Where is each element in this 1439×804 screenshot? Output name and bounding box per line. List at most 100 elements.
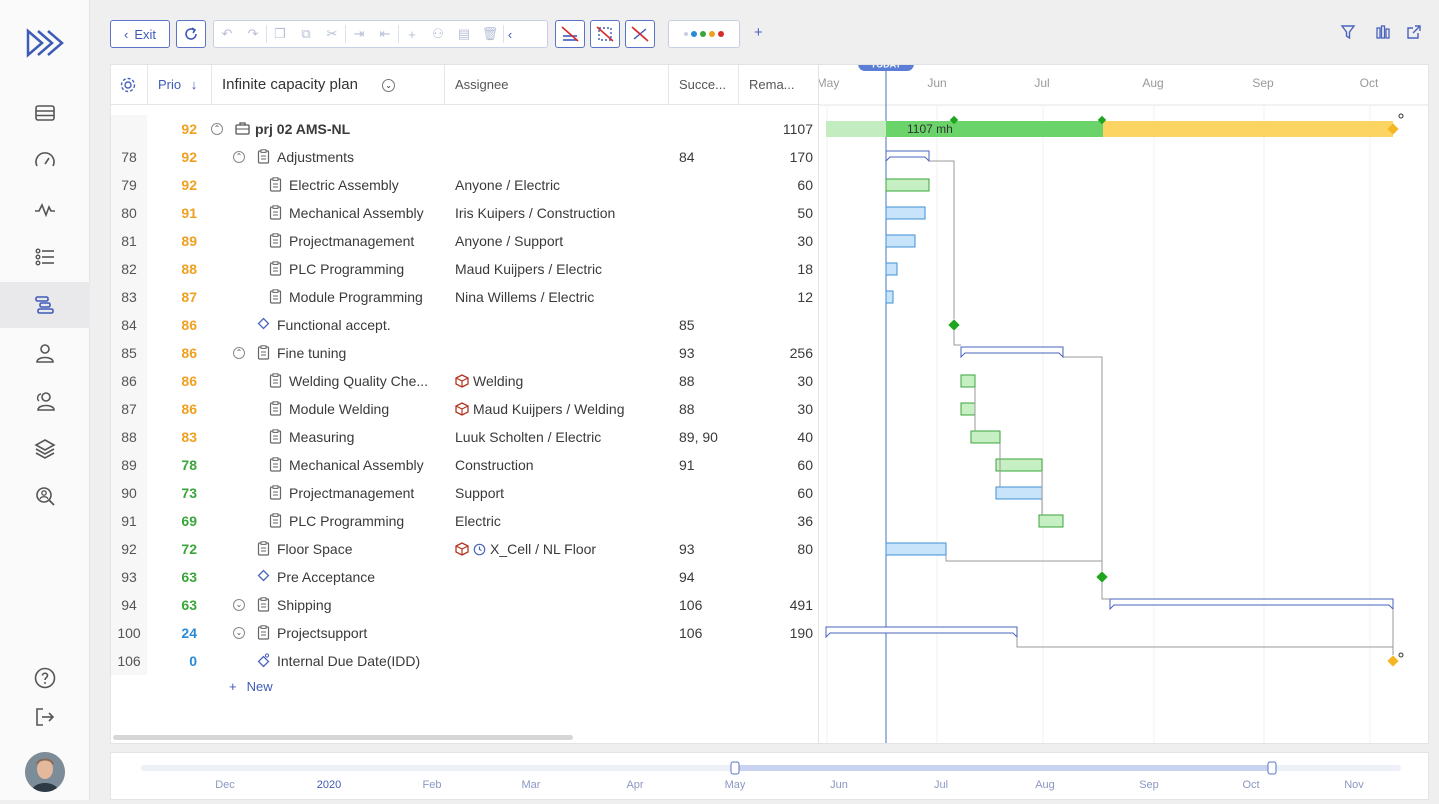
remaining-column-header[interactable]: Rema... [738, 65, 818, 105]
plan-column-header[interactable]: Infinite capacity plan ⌄ [211, 65, 443, 105]
collapse-toggle-icon[interactable]: ⌃ [233, 151, 245, 163]
timeline-handle-right[interactable] [1267, 761, 1277, 775]
task-name[interactable]: Projectsupport [277, 625, 368, 641]
task-name[interactable]: Floor Space [277, 541, 353, 557]
task-name[interactable]: Adjustments [277, 149, 355, 165]
milestone-diamond-icon[interactable] [1387, 655, 1399, 667]
nav-search-user[interactable] [0, 474, 90, 520]
task-name[interactable]: Mechanical Assembly [289, 205, 424, 221]
table-row[interactable]: 89 78 Mechanical Assembly Construction 91 60 [111, 451, 818, 479]
assignee-cell[interactable]: Maud Kuijpers / Electric [455, 255, 665, 283]
table-row[interactable]: 90 73 Projectmanagement Support 60 [111, 479, 818, 507]
hide-dependencies-button[interactable] [590, 20, 620, 48]
task-bar[interactable] [995, 486, 1043, 500]
task-name[interactable]: Welding Quality Che... [289, 373, 429, 389]
delete-icon[interactable]: 🗑 [481, 26, 499, 41]
task-name[interactable]: Pre Acceptance [277, 569, 376, 585]
assignee-cell[interactable]: Construction [455, 451, 665, 479]
task-name[interactable]: Internal Due Date(IDD) [277, 653, 421, 669]
nav-tasks[interactable] [0, 234, 90, 280]
task-name[interactable]: Module Programming [289, 289, 423, 305]
assignee-column-header[interactable]: Assignee [444, 65, 668, 105]
columns-button[interactable] [1375, 24, 1391, 44]
task-name[interactable]: Mechanical Assembly [289, 457, 424, 473]
task-bar[interactable] [1038, 514, 1064, 528]
assignee-cell[interactable]: Support [455, 479, 665, 507]
nav-gantt[interactable] [0, 282, 90, 328]
undo-icon[interactable]: ↶ [221, 26, 233, 41]
exit-button[interactable]: ‹ Exit [110, 20, 170, 48]
user-avatar[interactable] [25, 752, 65, 792]
assignee-cell[interactable]: Anyone / Electric [455, 171, 665, 199]
table-row[interactable]: 82 88 PLC Programming Maud Kuijpers / Elect… [111, 255, 818, 283]
collapse-toolbar-icon[interactable]: ‹ [507, 26, 513, 42]
task-bar[interactable] [885, 542, 947, 556]
timeline-selection[interactable] [735, 765, 1272, 771]
successors-column-header[interactable]: Succe... [668, 65, 738, 105]
hide-critical-button[interactable] [555, 20, 585, 48]
task-name[interactable]: Projectmanagement [289, 233, 415, 249]
timeline-handle-left[interactable] [730, 761, 740, 775]
collapse-toggle-icon[interactable]: ⌃ [233, 347, 245, 359]
task-bar[interactable] [885, 178, 930, 192]
table-row[interactable]: 84 86 Functional accept. 85 [111, 311, 818, 339]
chevron-down-icon[interactable]: ⌄ [382, 78, 396, 92]
table-row[interactable]: 92 ⌃ prj 02 AMS-NL 1107 [111, 115, 818, 143]
assignee-cell[interactable]: X_Cell / NL Floor [455, 535, 665, 565]
table-row[interactable]: 106 0 Internal Due Date(IDD) [111, 647, 818, 675]
table-row[interactable]: 100 24 ⌄ Projectsupport 106 190 [111, 619, 818, 647]
table-row[interactable]: 94 63 ⌄ Shipping 106 491 [111, 591, 818, 619]
table-row[interactable]: 87 86 Module Welding Maud Kuijpers / Weldin… [111, 395, 818, 423]
add-user-icon[interactable]: ⚇ [432, 26, 444, 41]
task-bar[interactable] [960, 402, 976, 416]
group-bracket[interactable] [825, 626, 1018, 639]
task-name[interactable]: Projectmanagement [289, 485, 415, 501]
assignee-cell[interactable]: Iris Kuipers / Construction [455, 199, 665, 227]
task-bar[interactable] [885, 290, 894, 304]
indent-icon[interactable]: ⇥ [353, 26, 365, 41]
collapse-toggle-icon[interactable]: ⌃ [211, 123, 223, 135]
redo-icon[interactable]: ↷ [247, 26, 259, 41]
copy-icon[interactable]: ❐ [274, 26, 286, 41]
task-name[interactable]: PLC Programming [289, 261, 405, 277]
task-name[interactable]: prj 02 AMS-NL [255, 121, 351, 137]
milestone-diamond-icon[interactable] [948, 319, 960, 331]
outdent-icon[interactable]: ⇤ [379, 26, 391, 41]
settings-button[interactable] [119, 65, 139, 105]
assignee-cell[interactable]: Anyone / Support [455, 227, 665, 255]
task-name[interactable]: Module Welding [289, 401, 390, 417]
hide-links-button[interactable] [625, 20, 655, 48]
refresh-button[interactable] [176, 20, 206, 48]
nav-user[interactable] [0, 330, 90, 376]
table-row[interactable]: 83 87 Module Programming Nina Willems / Ele… [111, 283, 818, 311]
task-name[interactable]: Shipping [277, 597, 332, 613]
task-bar[interactable] [995, 458, 1043, 472]
nav-activity[interactable] [0, 186, 90, 232]
table-row[interactable]: 80 91 Mechanical Assembly Iris Kuipers / Co… [111, 199, 818, 227]
table-row[interactable]: 78 92 ⌃ Adjustments 84 170 [111, 143, 818, 171]
table-row[interactable]: 91 69 PLC Programming Electric 36 [111, 507, 818, 535]
task-bar[interactable] [885, 262, 898, 276]
nav-logout[interactable] [0, 694, 90, 740]
table-row[interactable]: 88 83 Measuring Luuk Scholten / Electric 89,… [111, 423, 818, 451]
expand-toggle-icon[interactable]: ⌄ [233, 627, 245, 639]
summary-bar-remaining[interactable] [1103, 121, 1393, 137]
task-name[interactable]: PLC Programming [289, 513, 405, 529]
group-bracket[interactable] [885, 150, 930, 163]
table-row[interactable]: 85 86 ⌃ Fine tuning 93 256 [111, 339, 818, 367]
new-task-button[interactable]: + New [229, 679, 273, 694]
expand-toggle-icon[interactable]: ⌄ [233, 599, 245, 611]
assignee-cell[interactable]: Welding [455, 367, 665, 397]
assignee-cell[interactable]: Maud Kuijpers / Welding [455, 395, 665, 425]
task-name[interactable]: Electric Assembly [289, 177, 399, 193]
task-name[interactable]: Fine tuning [277, 345, 347, 361]
duplicate-icon[interactable]: ⧉ [301, 26, 311, 41]
horizontal-scrollbar[interactable] [113, 735, 573, 740]
summary-bar-progress[interactable] [886, 121, 1103, 137]
task-bar[interactable] [885, 234, 916, 248]
nav-layers[interactable] [0, 426, 90, 472]
task-name[interactable]: Measuring [289, 429, 355, 445]
add-icon[interactable]: + [408, 26, 416, 42]
open-external-button[interactable] [1406, 24, 1422, 44]
task-bar[interactable] [970, 430, 1001, 444]
